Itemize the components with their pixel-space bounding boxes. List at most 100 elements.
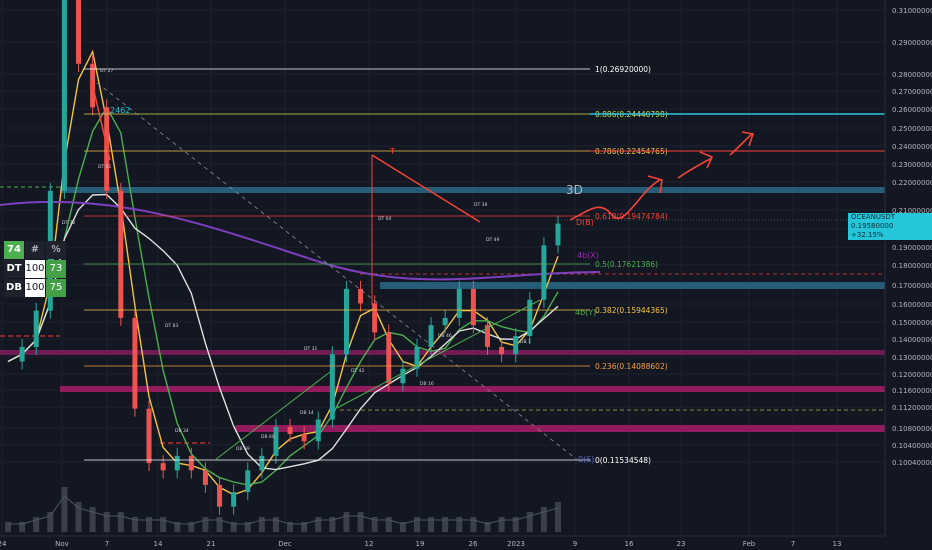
candle-body — [19, 346, 25, 362]
y-axis[interactable]: 0.31000000 0.29000000 0.28000000 0.27000000… — [884, 0, 932, 550]
volume-bar — [287, 522, 294, 532]
candle-body — [400, 368, 406, 384]
candle-body — [541, 245, 547, 300]
wave-label: 4b(X) — [577, 251, 599, 260]
pattern-tag: DT 61 — [98, 164, 112, 170]
y-tick-label: 0.22000000 — [892, 179, 932, 187]
resistance-zone — [60, 187, 885, 193]
stats-row-dt: DT 100 73 — [4, 260, 67, 279]
candle-body — [33, 310, 39, 347]
pattern-tag: DT 31 — [304, 346, 318, 352]
x-axis[interactable]: 24 Nov 7 14 21 Dec 12 19 26 2023 9 16 23 Feb 7 13 — [0, 535, 885, 548]
volume-bar — [230, 522, 237, 532]
volume-bar — [526, 512, 533, 532]
volume-bar — [484, 522, 491, 532]
stats-header-row: 74 # % — [4, 241, 67, 260]
candle-body — [442, 317, 448, 326]
y-tick-label: 0.15000000 — [892, 319, 932, 327]
y-tick-label: 0.23000000 — [892, 161, 932, 169]
volume-bar — [117, 512, 124, 532]
y-tick-label: 0.29000000 — [892, 39, 932, 47]
projection-path — [569, 179, 661, 221]
candle-body — [188, 455, 194, 471]
trend-line — [90, 77, 581, 463]
volume-bar — [357, 512, 364, 532]
y-tick-label: 0.11200000 — [892, 404, 932, 412]
price-tag[interactable]: OCEANUSDT 0.19580000 +32.15% — [848, 213, 932, 240]
pattern-tag: DT 49 — [486, 237, 500, 243]
y-tick-label: 0.10400000 — [892, 442, 932, 450]
candle-body — [118, 190, 124, 318]
x-tick-label: 19 — [416, 540, 425, 548]
demand-zone-3 — [235, 425, 885, 432]
projection-arrow — [647, 175, 663, 194]
stats-table: 74 # % DT 100 73 DB 100 75 — [4, 241, 67, 298]
candle-body — [484, 325, 490, 347]
wave-label: 2462 — [110, 106, 130, 115]
volume-bar — [47, 512, 54, 532]
volume-bar — [61, 487, 68, 532]
trend-line — [90, 77, 111, 161]
candle-body — [428, 325, 434, 347]
x-tick-label: Nov — [55, 540, 69, 548]
candle-body — [61, 0, 67, 191]
volume-bar — [399, 522, 406, 532]
candle-body — [329, 354, 335, 420]
candle-body — [202, 470, 208, 485]
stats-count: 100 — [25, 260, 45, 278]
trend-line — [336, 299, 541, 409]
wave-label: 0(S) — [578, 455, 594, 464]
projection-arrow — [699, 151, 714, 169]
zones — [0, 186, 885, 444]
volume-bar — [5, 522, 11, 532]
candle-body — [527, 299, 533, 337]
volume-bar — [371, 517, 378, 532]
volume-bar — [146, 517, 153, 532]
volume-bar — [244, 522, 251, 532]
pattern-tag: DT 64 — [378, 216, 392, 222]
volume-bar — [428, 517, 435, 532]
y-tick-label: 0.26000000 — [892, 106, 932, 114]
stats-pct: 73 — [46, 260, 66, 278]
candle-body — [555, 223, 561, 246]
pattern-tag: DB 34 — [175, 428, 189, 434]
fib-label: 0.5(0.17621386) — [595, 260, 658, 269]
volume-bar — [258, 517, 265, 532]
candle-body — [386, 332, 392, 384]
pattern-tag: DT 72 — [62, 220, 76, 226]
candle-body — [231, 492, 237, 507]
ma-white-line — [7, 193, 559, 471]
fib-levels: 1(0.26920000)0.886(0.24440798)0.786(0.22… — [84, 65, 885, 465]
candle-body — [245, 470, 251, 493]
volume-bar — [301, 522, 308, 532]
volume-bar — [75, 502, 82, 532]
y-tick-label: 0.13000000 — [892, 354, 932, 362]
candle-body — [343, 288, 349, 355]
candle-body — [372, 303, 378, 333]
x-tick-label: Dec — [278, 540, 292, 548]
y-axis-panel — [885, 0, 932, 550]
candle-body — [146, 408, 152, 464]
volume-bar — [33, 517, 40, 532]
fib-label: 0.618(0.19474784) — [595, 212, 668, 221]
volume-bar — [103, 512, 110, 532]
stats-pct: 75 — [46, 279, 66, 297]
pattern-tag: DB 14 — [300, 410, 314, 416]
y-tick-label: 0.11600000 — [892, 387, 932, 395]
volume-bar — [188, 522, 195, 532]
pattern-tag: DT 39 — [474, 202, 488, 208]
volume-bar — [343, 512, 350, 532]
price-tag-last: 0.19580000 — [851, 222, 894, 230]
volume-bar — [413, 517, 420, 532]
price-tag-change: +32.15% — [851, 231, 884, 239]
candle-body — [287, 426, 293, 435]
wave-label: D(B) — [576, 218, 594, 227]
x-tick-label: 21 — [207, 540, 216, 548]
fib-label: 0(0.11534548) — [595, 456, 651, 465]
pattern-tag: DT 83 — [165, 323, 179, 329]
x-tick-label: 14 — [154, 540, 163, 548]
pattern-tag: DT 42 — [351, 368, 365, 374]
y-tick-label: 0.10040000 — [892, 459, 932, 467]
volume-bar — [174, 522, 181, 532]
